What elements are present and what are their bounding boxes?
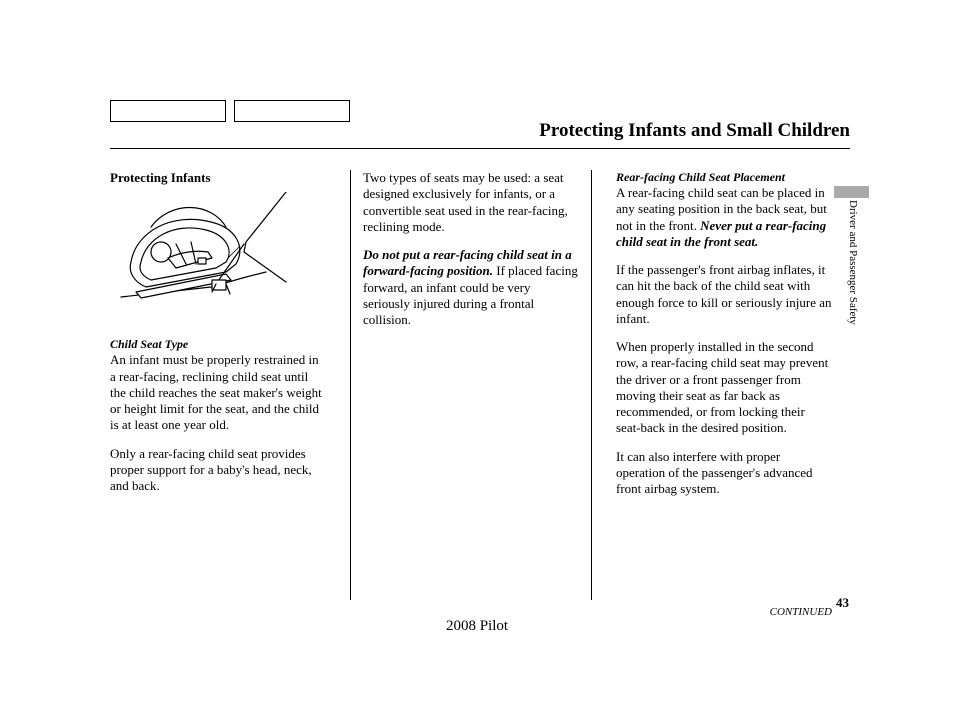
col1-heading: Protecting Infants	[110, 170, 326, 186]
col3-para-3: When properly installed in the second ro…	[616, 339, 832, 437]
col1-para-2: Only a rear-facing child seat provides p…	[110, 446, 326, 495]
page-number: 43	[836, 595, 849, 611]
title-rule	[110, 148, 850, 149]
col3-para-4: It can also interfere with proper operat…	[616, 449, 832, 498]
content-columns: Protecting Infants	[110, 170, 850, 600]
col2-para-1: Two types of seats may be used: a seat d…	[363, 170, 579, 235]
column-1: Protecting Infants	[110, 170, 326, 600]
page-title: Protecting Infants and Small Children	[539, 120, 850, 142]
col1-subheading: Child Seat Type	[110, 337, 326, 352]
column-3: Rear-facing Child Seat Placement A rear-…	[616, 170, 832, 600]
col1-para-1: An infant must be properly restrained in…	[110, 352, 326, 433]
footer-model-year: 2008 Pilot	[0, 618, 954, 635]
top-button-row	[110, 100, 350, 122]
col2-para-2: Do not put a rear-facing child seat in a…	[363, 247, 579, 328]
col3-para-1: A rear-facing child seat can be placed i…	[616, 185, 832, 250]
column-2: Two types of seats may be used: a seat d…	[350, 170, 592, 600]
nav-button-1[interactable]	[110, 100, 226, 122]
nav-button-2[interactable]	[234, 100, 350, 122]
col3-para-2: If the passenger's front airbag inflates…	[616, 262, 832, 327]
col3-subheading: Rear-facing Child Seat Placement	[616, 170, 832, 185]
infant-seat-illustration	[116, 192, 306, 327]
